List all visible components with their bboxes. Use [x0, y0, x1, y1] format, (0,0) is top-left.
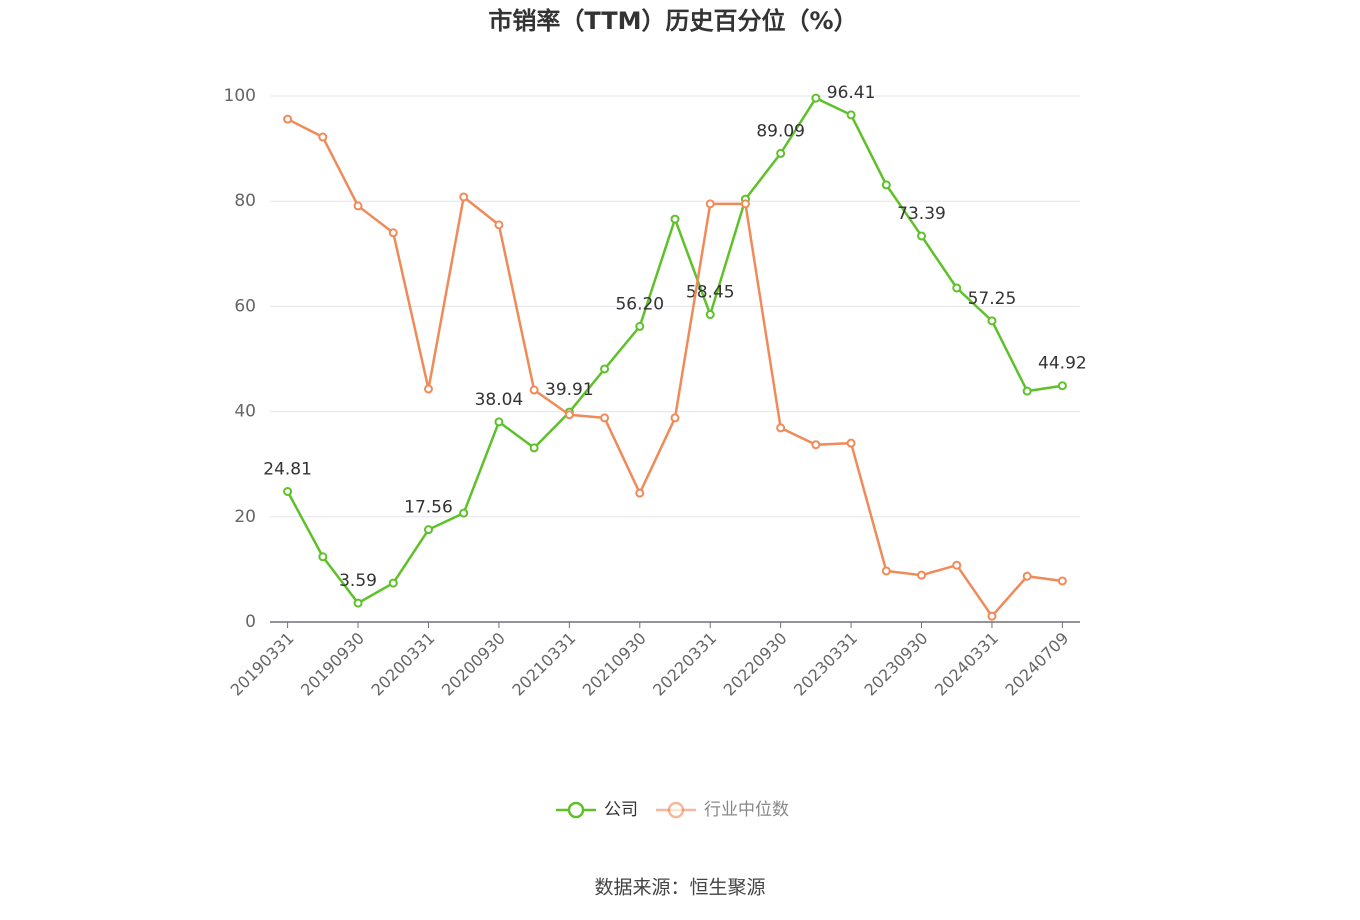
data-point	[776, 423, 786, 433]
legend-marker	[667, 801, 685, 819]
x-tick-label: 20200331	[367, 629, 438, 700]
chart-title: 市销率（TTM）历史百分位（%）	[488, 7, 857, 35]
data-point	[670, 214, 680, 224]
data-point	[811, 93, 821, 103]
y-tick-label: 60	[234, 296, 256, 316]
data-point	[459, 508, 469, 518]
data-point	[353, 598, 363, 608]
legend-label: 行业中位数	[704, 800, 789, 820]
x-tick-label: 20190331	[227, 629, 298, 700]
legend-item[interactable]: 公司	[556, 800, 638, 820]
data-point	[1022, 386, 1032, 396]
data-point	[952, 283, 962, 293]
data-point	[917, 570, 927, 580]
data-label: 38.04	[475, 390, 524, 410]
data-point	[353, 201, 363, 211]
data-point	[564, 410, 574, 420]
data-point	[529, 443, 539, 453]
legend-label: 公司	[604, 800, 638, 820]
data-label: 3.59	[339, 571, 377, 591]
data-point	[283, 114, 293, 124]
data-label: 96.41	[827, 83, 876, 103]
x-tick-label: 20230331	[790, 629, 861, 700]
data-point	[388, 228, 398, 238]
data-point	[846, 438, 856, 448]
data-point	[318, 552, 328, 562]
x-tick-label: 20240709	[1001, 629, 1072, 700]
data-label: 44.92	[1038, 354, 1087, 374]
series-line	[287, 118, 1063, 618]
series-line	[286, 96, 1063, 605]
x-tick-label: 20200930	[438, 629, 509, 700]
y-tick-label: 20	[234, 507, 256, 527]
data-label: 57.25	[968, 289, 1017, 309]
data-label: 17.56	[404, 498, 453, 518]
data-point	[1057, 576, 1067, 586]
data-point	[494, 220, 504, 230]
x-tick-label: 20210331	[508, 629, 579, 700]
x-tick-label: 20210930	[579, 629, 650, 700]
data-point	[846, 110, 856, 120]
data-label: 73.39	[897, 204, 946, 224]
data-point	[952, 560, 962, 570]
data-point	[600, 364, 610, 374]
x-tick-label: 20190930	[297, 629, 368, 700]
data-point	[635, 321, 645, 331]
data-point	[987, 611, 997, 621]
data-point	[705, 199, 715, 209]
data-point	[740, 199, 750, 209]
legend-item[interactable]: 行业中位数	[656, 800, 789, 820]
y-tick-label: 80	[234, 191, 256, 211]
x-tick-label: 20220331	[649, 629, 720, 700]
data-point	[1057, 381, 1067, 391]
y-tick-label: 100	[224, 86, 256, 106]
data-point	[318, 132, 328, 142]
data-label: 39.91	[545, 380, 594, 400]
data-label: 89.09	[756, 121, 805, 141]
data-point	[388, 578, 398, 588]
data-point	[811, 440, 821, 450]
x-tick-label: 20230930	[861, 629, 932, 700]
data-point	[423, 525, 433, 535]
data-point	[881, 566, 891, 576]
data-label: 24.81	[263, 459, 312, 479]
data-label: 58.45	[686, 283, 735, 303]
legend-marker	[567, 801, 585, 819]
y-tick-label: 0	[245, 612, 256, 632]
data-point	[1022, 571, 1032, 581]
data-point	[670, 413, 680, 423]
data-point	[776, 148, 786, 158]
data-point	[494, 417, 504, 427]
data-point	[423, 384, 433, 394]
data-point	[283, 486, 293, 496]
data-point	[600, 413, 610, 423]
data-point	[881, 180, 891, 190]
data-point	[705, 310, 715, 320]
source-note: 数据来源：恒生聚源	[594, 877, 765, 899]
data-point	[987, 316, 997, 326]
y-tick-label: 40	[234, 402, 256, 422]
data-point	[635, 488, 645, 498]
data-point	[529, 385, 539, 395]
x-tick-label: 20240331	[931, 629, 1002, 700]
data-label: 56.20	[615, 294, 664, 314]
data-point	[917, 231, 927, 241]
x-tick-label: 20220930	[720, 629, 791, 700]
data-point	[459, 192, 469, 202]
